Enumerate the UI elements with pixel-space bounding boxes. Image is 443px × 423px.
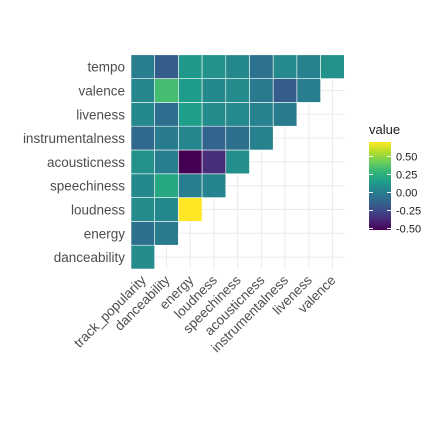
heatmap-cell (249, 78, 274, 103)
heatmap-cell (154, 149, 179, 175)
heatmap-cell (178, 149, 203, 175)
heatmap-cell (154, 173, 179, 198)
heatmap-cell (201, 125, 227, 151)
heatmap-cell (272, 54, 298, 79)
heatmap-cell (178, 173, 203, 198)
heatmap-cell (130, 173, 156, 198)
y-tick-label: speechiness (50, 179, 125, 194)
heatmap-cell (225, 125, 250, 151)
heatmap-cell (225, 78, 250, 103)
heatmap-cell (178, 78, 203, 103)
heatmap-cells (130, 54, 345, 270)
legend-tick-label: 0.00 (396, 187, 417, 199)
legend-colorbar (369, 142, 391, 230)
heatmap-cell (201, 173, 227, 198)
heatmap-cell (272, 102, 298, 127)
heatmap-cell (296, 54, 321, 79)
heatmap-cell (201, 54, 227, 79)
heatmap-cell (130, 221, 156, 246)
heatmap-cell (272, 78, 298, 103)
heatmap-cell (178, 197, 203, 222)
color-legend: value 0.50 0.25 0.00 -0.25 -0.50 (369, 122, 421, 236)
y-tick-label: acousticness (47, 155, 125, 170)
legend-tick-label: -0.25 (396, 206, 421, 218)
y-tick-label: valence (78, 84, 125, 99)
y-tick-label: loudness (71, 203, 125, 218)
heatmap-cell (154, 78, 179, 103)
y-tick-label: liveness (76, 107, 125, 122)
y-tick-label: tempo (87, 60, 125, 75)
heatmap-cell (154, 125, 179, 151)
heatmap-cell (225, 102, 250, 127)
heatmap-cell (130, 197, 156, 222)
heatmap-cell (249, 125, 274, 151)
legend-tick-label: -0.50 (396, 224, 421, 236)
heatmap-cell (130, 78, 156, 103)
y-axis-labels: danceability energy loudness speechiness aco… (23, 60, 125, 265)
heatmap-cell (130, 102, 156, 127)
heatmap-cell (178, 54, 203, 79)
heatmap-cell (130, 125, 156, 151)
heatmap-cell (130, 244, 156, 270)
heatmap-cell (201, 149, 227, 175)
heatmap-cell (296, 78, 321, 103)
heatmap-cell (154, 102, 179, 127)
heatmap-cell (154, 221, 179, 246)
heatmap-cell (225, 54, 250, 79)
heatmap-cell (178, 125, 203, 151)
legend-ticks: 0.50 0.25 0.00 -0.25 -0.50 (369, 151, 421, 236)
y-tick-label: danceability (54, 250, 126, 265)
legend-tick-label: 0.25 (396, 169, 417, 181)
y-tick-label: energy (84, 226, 126, 241)
heatmap-cell (130, 54, 156, 79)
legend-title: value (369, 122, 400, 137)
heatmap-cell (320, 54, 345, 79)
y-tick-label: instrumentalness (23, 131, 125, 146)
legend-tick-label: 0.50 (396, 151, 417, 163)
heatmap-cell (178, 102, 203, 127)
heatmap-cell (201, 78, 227, 103)
heatmap-cell (201, 102, 227, 127)
heatmap-cell (130, 149, 156, 175)
heatmap-cell (154, 197, 179, 222)
heatmap-cell (154, 54, 179, 79)
heatmap-cell (249, 102, 274, 127)
heatmap-cell (225, 149, 250, 175)
heatmap-cell (249, 54, 274, 79)
